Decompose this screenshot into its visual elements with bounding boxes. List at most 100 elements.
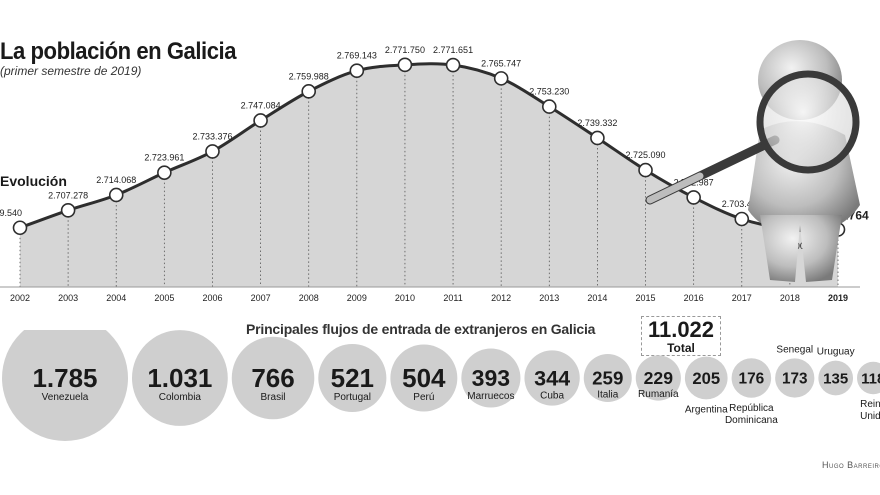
data-label: 2.769.143 [337,51,377,61]
x-tick-label: 2006 [202,293,222,303]
bubble-value: 173 [782,370,808,387]
area-fill [20,63,838,287]
bubble-country-label: Perú [413,392,434,403]
data-point [397,57,413,73]
data-point [590,130,605,146]
data-point [493,71,509,86]
bubble-value: 229 [644,368,674,388]
bubble-country-label: Colombia [159,392,202,403]
data-label: 2.707.278 [48,190,88,200]
bubble-country-label: Cuba [540,391,564,402]
x-tick-label: 2002 [10,293,30,303]
x-tick-label: 2003 [58,293,78,303]
x-tick-label: 2014 [587,293,607,303]
bubble [132,330,228,426]
bubble-value: 766 [251,363,294,393]
x-tick-label: 2005 [154,293,174,303]
data-label: 2.699.540 [0,208,22,218]
data-label: 2.714.068 [96,175,136,185]
x-tick-label: 2011 [443,293,462,303]
data-point [301,84,317,99]
data-label: 2.771.750 [385,45,425,55]
x-tick-label: 2010 [395,293,415,303]
x-tick-label: 2017 [732,293,752,303]
data-point [349,63,365,79]
bubble-value: 135 [823,370,848,387]
bubble-country-label: Marruecos [467,391,514,402]
bubble [731,358,772,398]
bubble [684,356,728,400]
x-tick-label: 2008 [299,293,319,303]
data-point [734,211,750,227]
data-label: 2.765.747 [481,58,521,68]
bubble-value: 205 [692,369,720,388]
x-tick-label: 2018 [780,293,800,303]
data-point [205,144,220,159]
x-tick-label: 2007 [251,293,271,303]
bubble [390,344,458,412]
bubble-country-label: Uruguay [817,347,855,358]
x-tick-label: 2012 [491,293,511,303]
bubble [583,354,632,402]
bubble-country-label: República Dominicana [725,403,778,426]
bubble [2,330,128,441]
data-point [686,190,701,205]
x-tick-label: 2013 [539,293,559,303]
x-tick-label: 2009 [347,293,367,303]
bubble-value: 504 [402,363,446,393]
data-label: 2.725.090 [626,150,666,160]
data-point [12,220,28,236]
bubble-country-label: Brasil [261,392,286,403]
bubble-country-label: ReinoUnido [860,399,880,422]
x-tick-label: 2004 [106,293,126,303]
evolution-label: Evolución [0,173,67,189]
data-label: 2.759.988 [289,71,329,81]
bubble [775,358,815,398]
bubble-value: 1.031 [147,363,212,393]
bubble-country-label: Rumanía [638,389,679,400]
credit: Hugo Barreiro [822,460,880,470]
bubble-country-label: Venezuela [42,392,89,403]
bubble [461,348,521,408]
bubble-country-label: Portugal [334,392,371,403]
data-point [782,221,798,237]
bubble-value: 259 [592,368,623,389]
bubble-value: 1.785 [32,363,97,393]
data-point [253,113,268,128]
data-point [830,222,846,237]
data-label: 2.703.418 [722,199,762,209]
data-label: 2.699.001 [770,241,810,251]
page-subtitle: (primer semestre de 2019) [0,64,142,78]
page-title: La población en Galicia [0,38,237,65]
data-label: 2.771.651 [433,45,473,55]
data-label: 2.712.987 [674,177,714,187]
bubble-value: 344 [534,366,570,391]
flows-bubble-chart: 1.785Venezuela1.031Colombia766Brasil521P… [2,330,880,441]
data-label: 2.753.230 [529,87,569,97]
x-tick-label: 2015 [636,293,656,303]
bubble-value: 521 [331,363,374,393]
bubble [231,336,315,420]
data-label: 2.698.764 [815,209,869,223]
data-point [638,162,653,178]
bubble-country-label: Italia [597,390,619,401]
bubble-value: 118 [861,370,880,387]
data-label: 2.747.084 [241,100,281,110]
bubble-country-label: Senegal [776,344,813,355]
data-point [541,99,557,114]
total-label: Total [667,341,695,355]
bubble [857,361,880,395]
bubble-value: 176 [739,370,765,387]
bubble [524,350,580,406]
bubble [318,343,387,413]
data-point [445,57,461,73]
bubble [635,355,681,401]
population-area-chart: 2.699.540 2002 2.707.278 2003 2.714.068 2004 2… [0,45,869,303]
data-point [157,165,172,180]
data-label: 2.739.332 [577,118,617,128]
data-label: 2.723.961 [144,153,184,163]
total-box: 11.022 Total [641,316,721,356]
x-tick-label: 2016 [684,293,704,303]
bubble [818,360,854,396]
